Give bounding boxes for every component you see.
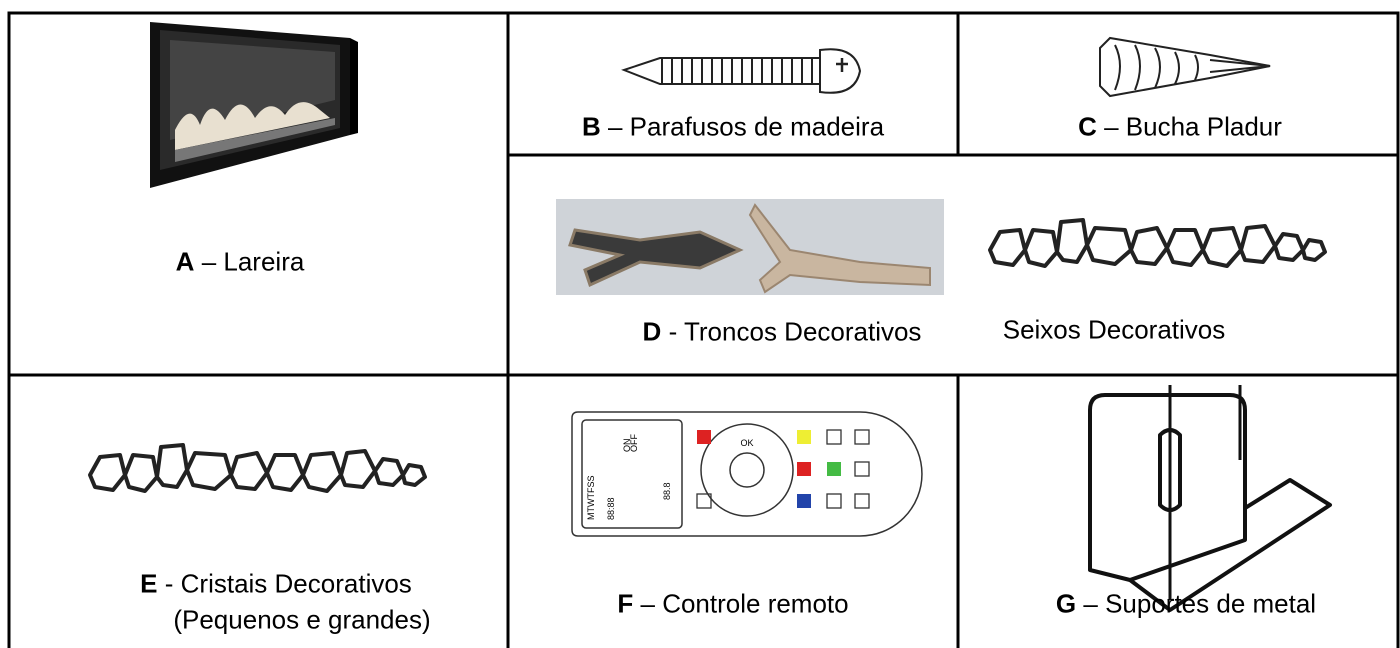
item-label: - Troncos Decorativos	[668, 316, 922, 347]
item-label: – Suportes de metal	[1083, 588, 1317, 619]
item-label: - Cristais Decorativos	[164, 568, 412, 599]
item-label: – Parafusos de madeira	[607, 111, 885, 142]
caption-e: E - Cristais Decorativos	[140, 569, 412, 600]
item-label: – Controle remoto	[640, 588, 849, 619]
caption-d: D - Troncos Decorativos	[643, 317, 922, 348]
remote-on: ON	[622, 439, 632, 453]
caption-c: C – Bucha Pladur	[1078, 112, 1282, 143]
item-label: (Pequenos e grandes)	[173, 604, 431, 635]
item-letter: A	[175, 246, 195, 277]
caption-f: F – Controle remoto	[617, 589, 848, 620]
remote-time: 88:88	[606, 497, 616, 520]
remote-off: OFF	[629, 434, 639, 452]
caption-a: A – Lareira	[176, 247, 305, 278]
remote-ok: OK	[740, 438, 753, 448]
caption-e-line2: (Pequenos e grandes)	[173, 605, 430, 636]
remote-temp: 88.8	[662, 482, 672, 500]
item-label: Seixos Decorativos	[1002, 314, 1226, 345]
item-label: – Lareira	[201, 246, 305, 277]
caption-b: B – Parafusos de madeira	[582, 112, 884, 143]
remote-days: MTWTFSS	[586, 476, 596, 521]
item-letter: F	[617, 588, 634, 619]
caption-pebbles: Seixos Decorativos	[1003, 315, 1226, 346]
item-letter: G	[1055, 588, 1077, 619]
item-letter: D	[642, 316, 662, 347]
item-label: – Bucha Pladur	[1104, 111, 1282, 142]
item-letter: C	[1078, 111, 1097, 142]
caption-g: G – Suportes de metal	[1056, 589, 1316, 620]
item-letter: B	[581, 111, 601, 142]
item-letter: E	[140, 568, 158, 599]
